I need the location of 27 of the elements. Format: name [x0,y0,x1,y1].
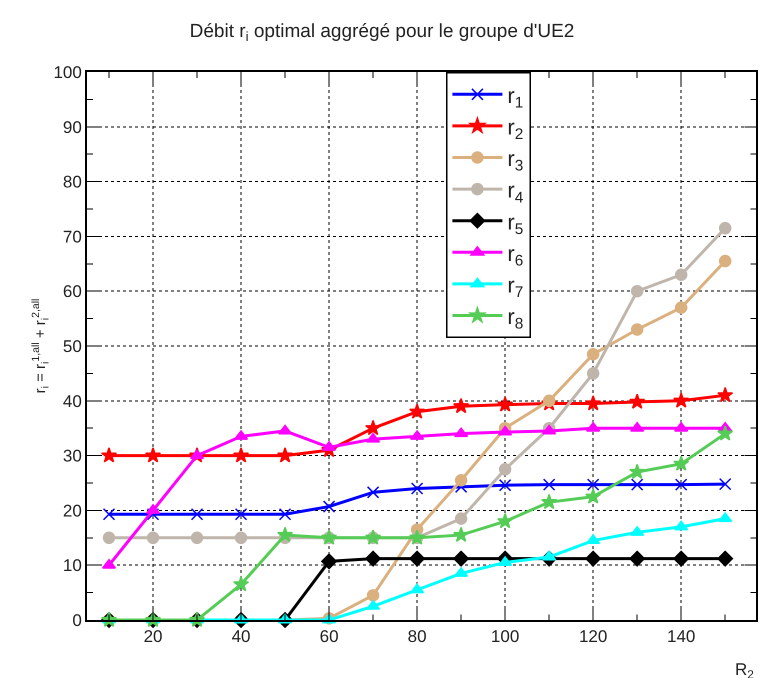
y-tick-label: 70 [62,227,82,246]
y-tick-label: 0 [72,610,82,630]
y-tick-label: 80 [62,172,82,192]
y-tick-label: 10 [62,556,82,576]
x-tick-label: 100 [490,627,520,646]
legend-label: r$_{7}$ [507,272,524,302]
x-tick-label: 80 [408,627,427,646]
x-tick-label: 60 [320,627,339,646]
y-tick-label: 50 [62,336,82,356]
legend-label: r$_{2}$ [507,114,524,144]
y-tick-label: 30 [62,446,82,466]
legend-label: r$_{4}$ [507,178,524,206]
x-tick-label: 140 [666,627,696,646]
y-tick-label: 90 [62,118,82,137]
x-tick-label: 120 [578,627,608,646]
y-tick-label: 100 [53,62,82,82]
legend-label: r$_{5}$ [507,209,524,238]
y-tick-label: 20 [62,501,82,520]
x-tick-label: 20 [144,627,162,646]
legend-label: r$_{8}$ [507,304,524,333]
chart-title: Débit r$_{i}$ optimal aggrégé pour le groupe d'UE2 [190,21,574,44]
legend-label: r$_{6}$ [507,240,524,270]
legend-label: r$_{1}$ [507,82,524,112]
x-tick-label: 40 [232,627,251,646]
legend-label: r$_{3}$ [507,146,524,175]
y-tick-label: 40 [62,392,82,411]
y-tick-label: 60 [62,282,82,302]
